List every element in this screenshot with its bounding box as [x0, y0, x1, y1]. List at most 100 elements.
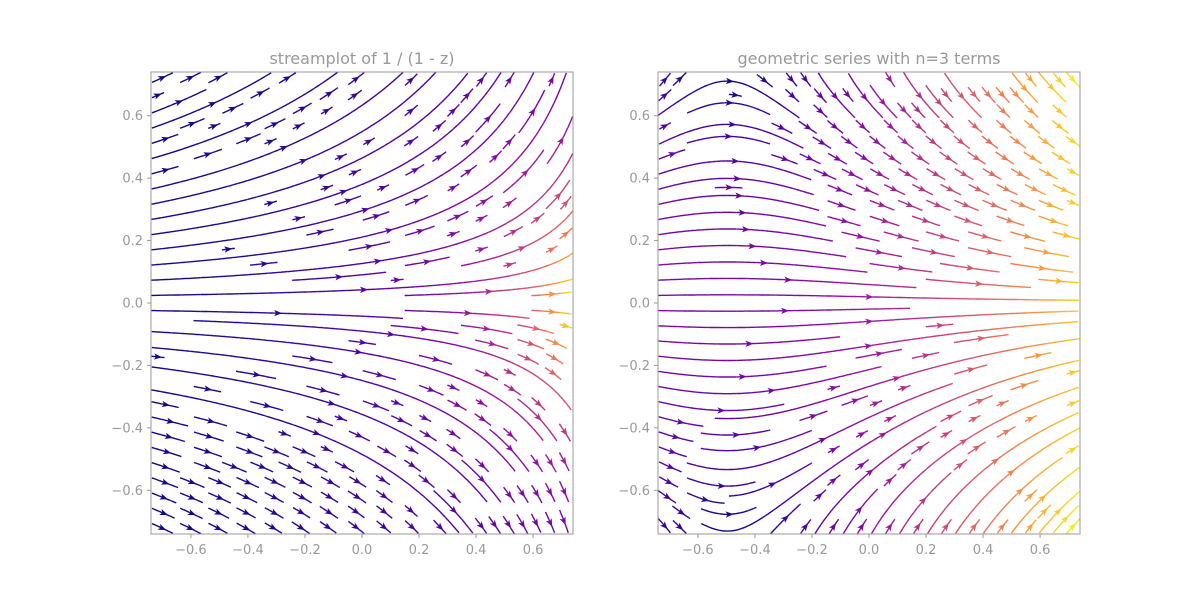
- streamline-segment: [390, 196, 400, 202]
- streamline-segment: [438, 208, 449, 214]
- streamline-segment: [286, 227, 297, 231]
- streamline-segment: [823, 350, 834, 354]
- streamline-segment: [510, 272, 521, 277]
- streamline-segment: [467, 106, 476, 115]
- streamline-segment: [219, 353, 230, 357]
- streamline-segment: [789, 110, 799, 118]
- streamline-arrow: [241, 493, 251, 500]
- streamline-arrow: [420, 413, 429, 421]
- streamline-segment: [820, 398, 831, 403]
- streamline-segment: [302, 427, 313, 433]
- streamline-arrow: [934, 97, 943, 106]
- streamline-segment: [797, 116, 800, 119]
- streamline-arrow: [1067, 136, 1077, 144]
- streamline-segment: [380, 113, 390, 121]
- streamline-segment: [667, 167, 678, 172]
- streamline-arrow: [1002, 185, 1011, 192]
- streamline-segment: [658, 490, 667, 498]
- streamline-segment: [945, 280, 955, 283]
- streamline-segment: [900, 338, 911, 342]
- streamline-segment: [813, 236, 824, 240]
- streamline-segment: [282, 118, 286, 121]
- streamline-arrow: [700, 495, 710, 502]
- streamline-arrow: [829, 385, 838, 392]
- streamline-segment: [265, 190, 276, 196]
- streamline-segment: [419, 80, 428, 89]
- streamline-segment: [447, 461, 456, 470]
- streamline-segment: [846, 485, 855, 494]
- streamline-segment: [478, 434, 488, 443]
- streamline-segment: [303, 178, 314, 184]
- streamline-segment: [443, 256, 450, 260]
- streamline-segment: [754, 463, 764, 468]
- streamline-segment: [737, 81, 748, 87]
- streamline-segment: [258, 359, 269, 362]
- streamline-arrow: [1011, 90, 1020, 98]
- streamline-segment: [179, 522, 190, 529]
- streamline-arrow: [667, 447, 677, 455]
- streamline-segment: [236, 507, 246, 514]
- streamline-arrow: [1015, 169, 1025, 177]
- streamline-segment: [1025, 454, 1035, 462]
- streamline-segment: [274, 167, 285, 173]
- streamline-arrow: [153, 353, 162, 360]
- streamline-segment: [976, 112, 983, 119]
- streamline-segment: [668, 341, 679, 344]
- streamline-segment: [789, 160, 798, 165]
- streamline-segment: [228, 237, 239, 241]
- streamline-segment: [917, 431, 927, 438]
- streamline-arrow: [379, 522, 388, 530]
- streamline-segment: [190, 243, 201, 246]
- streamline-segment: [676, 131, 687, 137]
- streamline-segment: [687, 245, 698, 248]
- streamline-segment: [197, 72, 202, 75]
- streamline-arrow: [983, 89, 992, 99]
- streamline-segment: [1052, 231, 1063, 236]
- streamline-segment: [170, 181, 181, 186]
- streamline-segment: [307, 344, 317, 347]
- streamline-segment: [1073, 411, 1079, 416]
- streamline-arrow: [532, 488, 540, 498]
- streamline-segment: [287, 248, 297, 252]
- streamline-segment: [844, 423, 855, 430]
- streamline-segment: [248, 234, 259, 238]
- streamline-arrow: [161, 167, 170, 175]
- streamline-segment: [744, 481, 755, 486]
- streamline-arrow: [463, 168, 473, 176]
- streamline-segment: [315, 220, 325, 225]
- streamline-segment: [489, 128, 498, 137]
- streamline-segment: [212, 148, 223, 154]
- streamline-segment: [881, 341, 892, 345]
- streamline-arrow: [412, 198, 422, 205]
- streamline-arrow: [1034, 352, 1043, 360]
- streamline-segment: [969, 388, 979, 394]
- streamline-arrow: [803, 122, 812, 130]
- streamline-segment: [805, 429, 813, 434]
- streamline-segment: [248, 357, 259, 361]
- streamline-segment: [823, 336, 834, 340]
- streamline-arrow: [324, 507, 334, 515]
- streamline-arrow: [162, 448, 172, 455]
- streamline-arrow: [378, 475, 387, 483]
- streamline-segment: [405, 169, 415, 176]
- streamline-segment: [509, 332, 513, 335]
- streamline-segment: [805, 479, 815, 487]
- streamline-arrow: [452, 400, 462, 408]
- streamline-segment: [545, 382, 554, 390]
- streamline-segment: [306, 232, 317, 236]
- streamline-segment: [686, 163, 697, 167]
- streamline-segment: [541, 293, 551, 296]
- streamline-arrow: [517, 246, 526, 253]
- streamline-segment: [447, 362, 453, 365]
- streamline-segment: [460, 72, 469, 82]
- streamline-arrow: [375, 371, 384, 378]
- streamline-segment: [784, 370, 795, 374]
- streamline-arrow: [326, 477, 335, 485]
- streamline-segment: [209, 258, 220, 261]
- streamline-segment: [910, 507, 918, 517]
- streamline-segment: [224, 93, 234, 99]
- streamline-segment: [301, 122, 305, 126]
- streamline-arrow: [504, 367, 514, 374]
- streamline-segment: [820, 516, 828, 526]
- streamline-segment: [245, 158, 256, 163]
